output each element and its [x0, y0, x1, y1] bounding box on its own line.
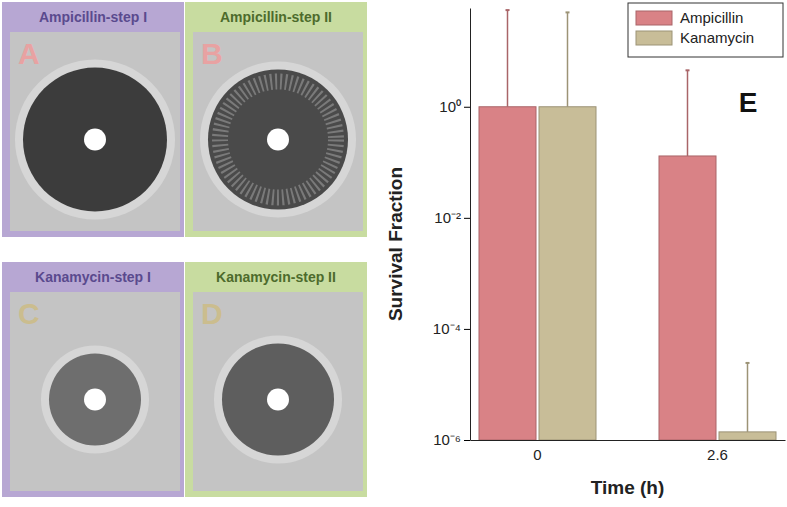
inhibition-zone [222, 344, 334, 456]
halo [41, 346, 149, 454]
halo [15, 60, 175, 220]
panel-frame [2, 262, 184, 497]
legend: Ampicillin Kanamycin [628, 3, 783, 57]
panel-title: Kanamycin-step II [216, 269, 336, 285]
photo [10, 292, 180, 491]
x-axis-line [471, 440, 786, 441]
error-cap [746, 362, 750, 364]
panel-label: A [18, 37, 40, 70]
y-tick-mark [464, 107, 470, 108]
y-axis-line [470, 9, 471, 441]
panel-label: C [18, 297, 40, 330]
x-tick-label: 0 [533, 446, 541, 463]
error-stem [747, 363, 749, 432]
halo [200, 62, 356, 218]
error-cap [506, 9, 510, 11]
halo [214, 336, 342, 464]
x-axis: 02.6 [471, 440, 786, 463]
legend-box [628, 3, 783, 57]
y-tick-label: 10⁰ [439, 98, 461, 115]
y-tick-label: 10⁻² [434, 209, 461, 226]
bar [659, 156, 716, 440]
antibiotic-disc [84, 389, 106, 411]
panel-frame [185, 262, 367, 497]
inhibition-zone [23, 68, 167, 212]
figure: Ampicillin-step I A Ampicillin-step II B Kan… [0, 0, 787, 507]
y-axis-title: Survival Fraction [385, 167, 406, 321]
y-tick: 10⁰ [439, 98, 470, 115]
legend-swatch [636, 11, 672, 25]
photo-panel: Kanamycin-step I C [2, 262, 184, 497]
photo [193, 32, 363, 231]
y-axis: 10⁻⁶ 10⁻⁴ 10⁻² 10⁰ [433, 9, 471, 449]
colony-ring [220, 82, 336, 198]
panel-title: Kanamycin-step I [35, 269, 151, 285]
panel-label: B [201, 37, 223, 70]
y-tick: 10⁻⁴ [433, 320, 470, 337]
panel-title: Ampicillin-step II [220, 9, 332, 25]
y-tick: 10⁻⁶ [433, 431, 470, 448]
error-stem [567, 12, 569, 106]
panel-label: D [201, 297, 223, 330]
error-bar [506, 10, 510, 107]
photo-panel: Kanamycin-step II D [185, 262, 367, 497]
bar [479, 107, 536, 440]
panel-frame [185, 2, 367, 237]
legend-label: Ampicillin [680, 9, 743, 26]
panel-frame [2, 2, 184, 237]
panel-title: Ampicillin-step I [39, 9, 147, 25]
error-cap [566, 11, 570, 13]
error-stem [507, 10, 509, 107]
error-stem [687, 70, 689, 156]
x-tick-label: 2.6 [707, 446, 728, 463]
y-tick: 10⁻² [434, 209, 470, 226]
error-cap [686, 69, 690, 71]
antibiotic-disc [84, 129, 106, 151]
photo [193, 292, 363, 491]
y-tick-label: 10⁻⁴ [433, 320, 461, 337]
legend-label: Kanamycin [680, 29, 754, 46]
antibiotic-disc [267, 129, 289, 151]
photo [10, 32, 180, 231]
y-tick-mark [464, 329, 470, 330]
error-bar [686, 70, 690, 156]
inhibition-zone [49, 354, 141, 446]
error-bar [746, 363, 750, 432]
panel-label: E [739, 87, 758, 118]
x-tick: 2.6 [707, 440, 728, 463]
y-tick-mark [464, 218, 470, 219]
y-tick-label: 10⁻⁶ [433, 431, 461, 448]
x-tick: 0 [533, 440, 541, 463]
photo-panel: Ampicillin-step II B [185, 2, 367, 237]
inhibition-zone [208, 70, 348, 210]
bar [719, 432, 776, 440]
y-tick-mark [464, 440, 470, 441]
antibiotic-disc [267, 389, 289, 411]
photo-panel: Ampicillin-step I A [2, 2, 184, 237]
x-axis-title: Time (h) [591, 477, 665, 498]
plot-area [479, 10, 776, 440]
legend-swatch [636, 31, 672, 45]
bar [539, 107, 596, 440]
error-bar [566, 12, 570, 106]
